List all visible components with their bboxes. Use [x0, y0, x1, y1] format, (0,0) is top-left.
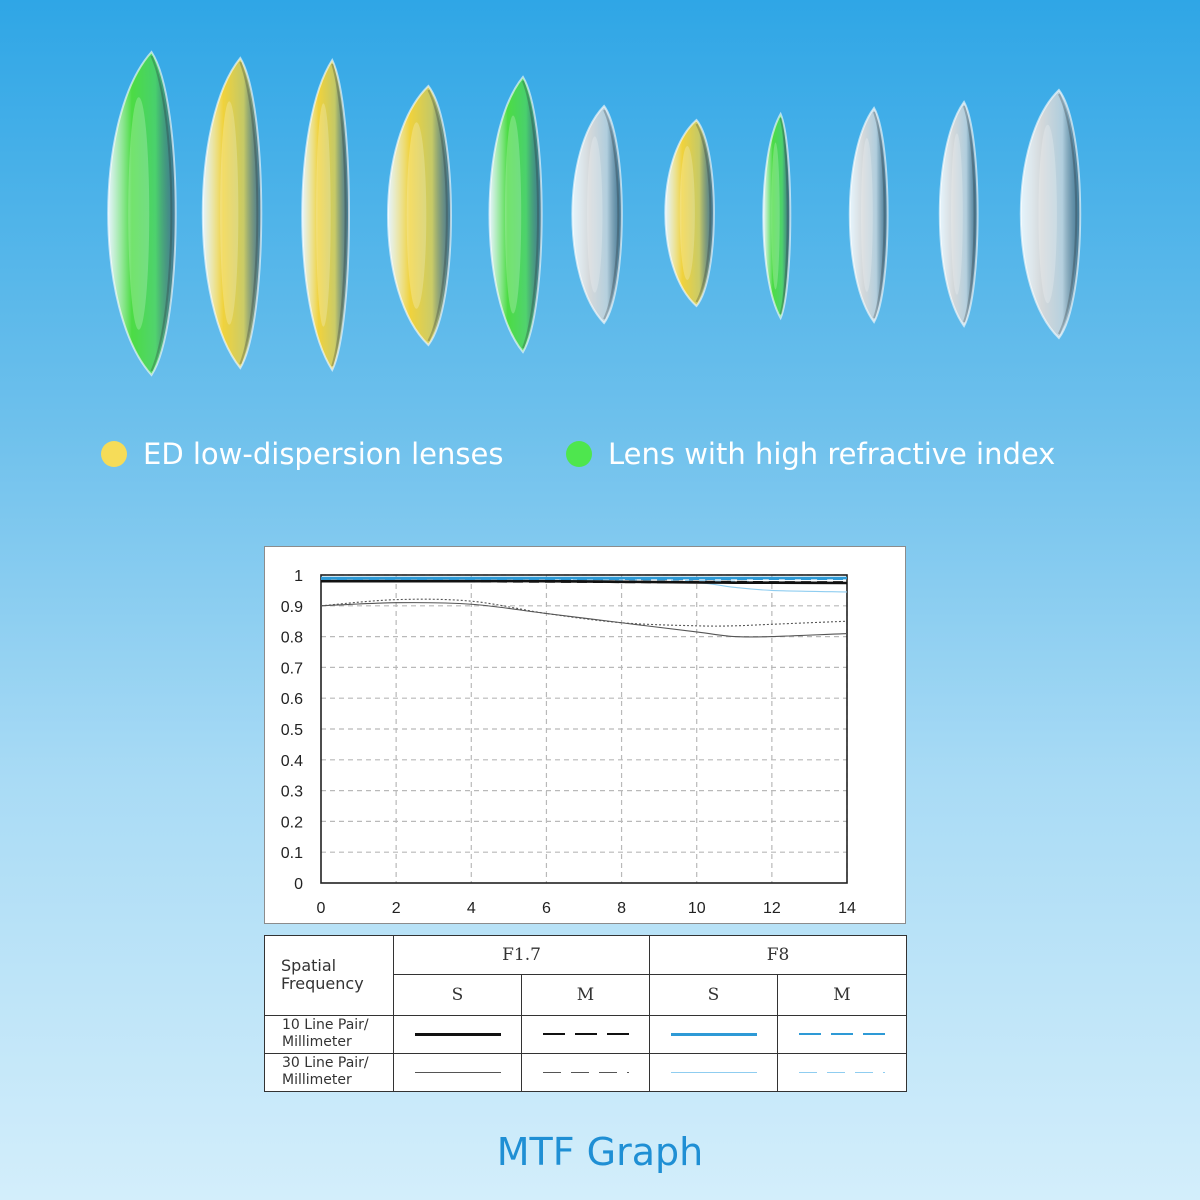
legend-swatch — [670, 1032, 757, 1036]
y-tick-label: 0 — [294, 876, 303, 893]
legend-dot-ed — [101, 441, 127, 467]
lens-element-ed — [386, 84, 452, 347]
legend-swatch — [542, 1071, 629, 1073]
row-header-10lp: 10 Line Pair/ Millimeter — [264, 1014, 394, 1054]
y-tick-label: 0.3 — [281, 784, 303, 801]
lens-elements-illustration — [107, 50, 1082, 377]
legend-item-high-refractive: Lens with high refractive index — [566, 432, 1055, 476]
mtf-key-table: Spatial Frequency F1.7 F8 S M S M 10 Lin… — [264, 934, 907, 1093]
y-tick-label: 0.6 — [281, 691, 303, 708]
legend-swatch — [414, 1032, 501, 1036]
y-tick-label: 0.7 — [281, 660, 303, 677]
y-tick-label: 0.8 — [281, 630, 303, 647]
type-header-f17-s: S — [393, 974, 522, 1016]
y-tick-label: 0.4 — [281, 753, 303, 770]
legend-dot-high-refractive — [566, 441, 592, 467]
lens-element-ed — [201, 56, 263, 370]
aperture-f8-header: F8 — [649, 934, 907, 976]
swatch-cell-30-f17-s — [393, 1052, 522, 1093]
legend-swatch — [414, 1071, 501, 1073]
series-line-F17-S-30 — [320, 602, 848, 638]
type-header-f17-m: M — [521, 974, 650, 1016]
row-header-30lp: 30 Line Pair/ Millimeter — [264, 1052, 394, 1093]
legend-item-ed: ED low-dispersion lenses — [101, 432, 503, 476]
lens-element-high_refractive — [107, 50, 177, 377]
legend-swatch — [799, 1032, 885, 1036]
series-line-F17-M-10 — [320, 579, 848, 584]
y-tick-label: 0.9 — [281, 599, 303, 616]
x-tick-label: 8 — [617, 900, 626, 917]
legend-label-ed: ED low-dispersion lenses — [143, 437, 504, 471]
legend-label-high-refractive: Lens with high refractive index — [608, 437, 1056, 471]
plot-frame — [320, 574, 848, 884]
swatch-cell-30-f8-s — [649, 1052, 778, 1093]
lens-element-high_refractive — [762, 111, 792, 321]
type-header-f8-m: M — [777, 974, 907, 1016]
swatch-cell-30-f8-m — [777, 1052, 907, 1093]
type-header-f8-s: S — [649, 974, 778, 1016]
swatch-cell-10-f17-s — [393, 1014, 522, 1054]
legend-swatch — [542, 1032, 629, 1036]
x-tick-label: 4 — [467, 900, 476, 917]
x-tick-label: 12 — [763, 900, 781, 917]
y-tick-label: 0.2 — [281, 814, 303, 831]
lens-element-clear — [938, 100, 979, 328]
lens-element-ed — [301, 57, 351, 373]
swatch-cell-10-f8-m — [777, 1014, 907, 1054]
x-tick-label: 0 — [317, 900, 326, 917]
mtf-graph-title: MTF Graph — [496, 1130, 704, 1174]
lens-element-ed — [664, 118, 715, 308]
lens-element-clear — [848, 106, 889, 324]
x-tick-label: 6 — [542, 900, 551, 917]
y-tick-label: 1 — [294, 568, 303, 585]
x-tick-label: 2 — [392, 900, 401, 917]
lens-element-high_refractive — [488, 75, 543, 354]
y-tick-label: 0.5 — [281, 722, 303, 739]
aperture-f17-header: F1.7 — [393, 934, 650, 976]
legend-swatch — [670, 1071, 757, 1073]
y-tick-label: 0.1 — [281, 845, 303, 862]
spatial-frequency-header: Spatial Frequency — [264, 935, 394, 1016]
swatch-cell-10-f8-s — [649, 1014, 778, 1054]
mtf-chart: 00.10.20.30.40.50.60.70.80.910 2 4 6 8 10 12 14 — [281, 568, 856, 917]
mtf-chart-panel: 0 0.1 0.2 0.3 0.4 0.5 0.6 0.7 0.8 0.9 1 0 2 4 6 8 10 12 14 — [264, 546, 906, 924]
swatch-cell-10-f17-m — [521, 1014, 650, 1054]
swatch-cell-30-f17-m — [521, 1052, 650, 1093]
x-tick-label: 14 — [838, 900, 856, 917]
lens-element-clear — [571, 104, 623, 325]
legend-swatch — [799, 1071, 885, 1073]
lens-element-clear — [1019, 88, 1082, 340]
x-tick-label: 10 — [688, 900, 706, 917]
